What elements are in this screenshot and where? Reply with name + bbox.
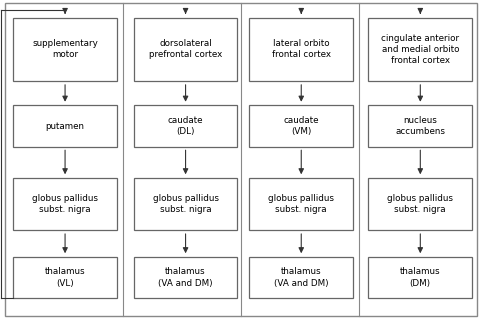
Text: globus pallidus
subst. nigra: globus pallidus subst. nigra — [153, 194, 218, 214]
Text: thalamus
(DM): thalamus (DM) — [400, 267, 441, 288]
Text: globus pallidus
subst. nigra: globus pallidus subst. nigra — [268, 194, 334, 214]
FancyBboxPatch shape — [368, 18, 472, 81]
FancyBboxPatch shape — [134, 257, 238, 298]
Text: supplementary
motor: supplementary motor — [32, 39, 98, 60]
FancyBboxPatch shape — [134, 178, 238, 230]
Text: thalamus
(VA and DM): thalamus (VA and DM) — [158, 267, 213, 288]
Text: caudate
(DL): caudate (DL) — [168, 116, 203, 136]
Text: cingulate anterior
and medial orbito
frontal cortex: cingulate anterior and medial orbito fro… — [381, 34, 459, 65]
FancyBboxPatch shape — [250, 178, 353, 230]
Text: globus pallidus
subst. nigra: globus pallidus subst. nigra — [388, 194, 453, 214]
FancyBboxPatch shape — [250, 105, 353, 147]
FancyBboxPatch shape — [368, 105, 472, 147]
Text: caudate
(VM): caudate (VM) — [283, 116, 319, 136]
Text: globus pallidus
subst. nigra: globus pallidus subst. nigra — [32, 194, 98, 214]
FancyBboxPatch shape — [13, 257, 117, 298]
Text: putamen: putamen — [46, 122, 84, 130]
FancyBboxPatch shape — [134, 105, 238, 147]
FancyBboxPatch shape — [134, 18, 238, 81]
FancyBboxPatch shape — [368, 257, 472, 298]
FancyBboxPatch shape — [13, 105, 117, 147]
Text: nucleus
accumbens: nucleus accumbens — [395, 116, 445, 136]
FancyBboxPatch shape — [13, 18, 117, 81]
FancyBboxPatch shape — [13, 178, 117, 230]
FancyBboxPatch shape — [250, 257, 353, 298]
Text: lateral orbito
frontal cortex: lateral orbito frontal cortex — [272, 39, 331, 60]
FancyBboxPatch shape — [250, 18, 353, 81]
Text: dorsolateral
prefrontal cortex: dorsolateral prefrontal cortex — [149, 39, 222, 60]
Text: thalamus
(VA and DM): thalamus (VA and DM) — [274, 267, 329, 288]
Text: thalamus
(VL): thalamus (VL) — [45, 267, 85, 288]
FancyBboxPatch shape — [368, 178, 472, 230]
